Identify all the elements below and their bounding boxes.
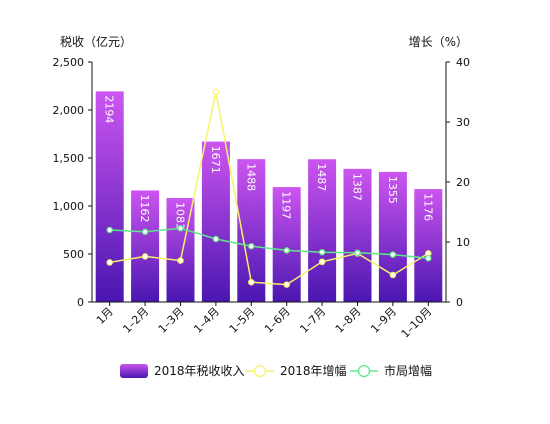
right-tick-label: 10	[456, 236, 470, 249]
bar	[308, 159, 337, 302]
series-point	[354, 249, 361, 257]
legend-label: 2018年增幅	[280, 363, 347, 378]
x-tick-label: 1月	[94, 305, 116, 327]
x-tick-label: 1–5月	[227, 305, 258, 336]
legend: 2018年税收收入 2018年增幅 市局增幅	[120, 363, 432, 378]
bar	[131, 190, 160, 302]
bar-value-label: 1387	[351, 173, 364, 201]
series-point	[283, 281, 290, 288]
bar-value-label: 1671	[209, 146, 222, 174]
left-tick-label: 1,000	[53, 200, 85, 213]
legend-label: 2018年税收收入	[154, 364, 245, 378]
bar	[95, 91, 124, 302]
bar-value-label: 1162	[138, 194, 151, 222]
series-point	[212, 235, 220, 243]
series-point	[141, 253, 149, 260]
bar-value-label: 1355	[386, 176, 399, 204]
bar	[201, 141, 230, 302]
series-point	[106, 226, 113, 234]
bar	[343, 168, 372, 302]
series-point	[212, 88, 220, 96]
right-tick-label: 40	[456, 56, 470, 69]
series-point	[141, 228, 149, 236]
series-point	[389, 271, 397, 279]
right-tick-label: 0	[456, 296, 463, 309]
left-axis-title: 税收（亿元）	[60, 34, 132, 49]
series-point	[106, 259, 113, 266]
right-axis-title: 增长（%）	[409, 35, 468, 49]
series-point	[425, 254, 432, 262]
bar-value-label: 2194	[103, 95, 116, 123]
series-point	[318, 258, 326, 266]
bar-value-label: 1488	[244, 163, 257, 191]
legend-swatch-marker	[357, 364, 371, 378]
x-tick-label: 1–6月	[262, 305, 293, 336]
left-tick-label: 0	[77, 296, 84, 309]
left-tick-label: 500	[63, 248, 84, 261]
x-tick-label: 1–10月	[399, 305, 435, 341]
bar-value-label: 1487	[315, 163, 328, 191]
legend-label: 市局增幅	[384, 363, 432, 378]
bar-value-label: 1176	[421, 193, 434, 221]
series-line	[109, 227, 429, 259]
bar	[378, 171, 407, 302]
legend-swatch-bar	[120, 364, 148, 378]
bar	[414, 189, 443, 302]
series-point	[177, 224, 184, 232]
left-tick-label: 2,500	[53, 56, 85, 69]
x-tick-label: 1–4月	[191, 305, 222, 336]
series-point	[283, 247, 290, 254]
x-tick-label: 1–7月	[297, 305, 328, 336]
series-point	[248, 278, 255, 286]
left-tick-label: 1,500	[53, 152, 85, 165]
x-tick-label: 1–9月	[368, 305, 399, 336]
x-tick-label: 1–3月	[156, 305, 187, 336]
right-tick-label: 20	[456, 176, 470, 189]
series-point	[318, 248, 326, 256]
series-point	[177, 257, 184, 264]
x-tick-label: 1–2月	[120, 305, 151, 336]
left-tick-label: 2,000	[53, 104, 85, 117]
bar-value-label: 1083	[174, 202, 187, 230]
series-point	[248, 242, 255, 250]
bar-value-label: 1197	[280, 191, 293, 219]
legend-swatch-marker	[253, 364, 267, 378]
right-tick-label: 30	[456, 116, 470, 129]
x-tick-label: 1–8月	[333, 305, 364, 336]
series-line	[109, 91, 429, 286]
series-point	[389, 251, 397, 258]
